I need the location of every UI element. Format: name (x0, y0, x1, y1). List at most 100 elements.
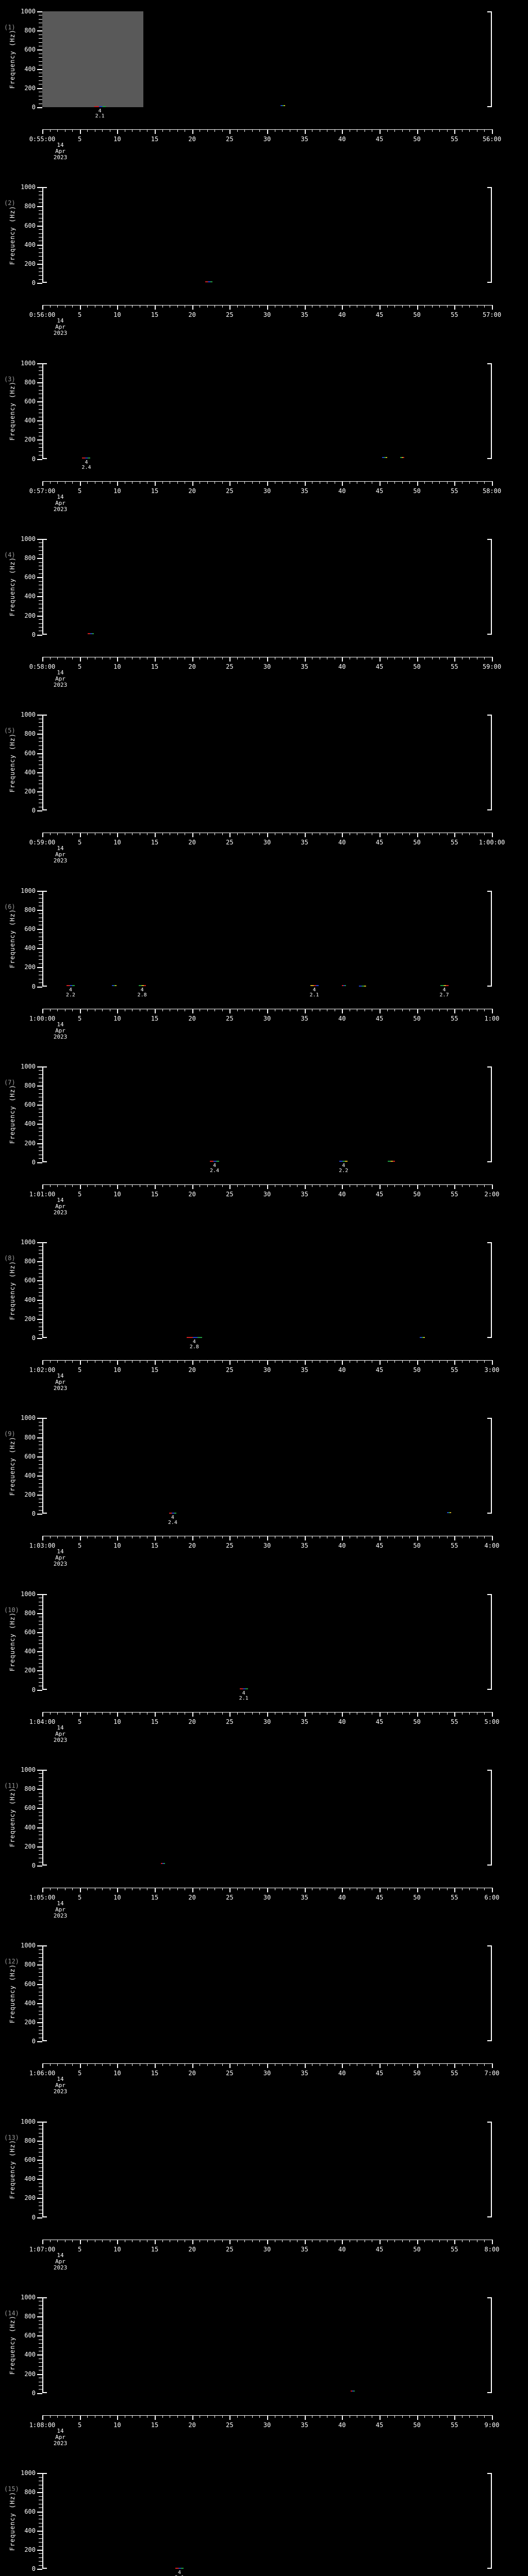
x-tick-minor (237, 2239, 238, 2242)
x-tick-minor (237, 1008, 238, 1011)
y-tick-label: 0 (31, 631, 36, 638)
y-tick-minor (39, 1490, 42, 1492)
x-tick-minor (394, 1536, 395, 1539)
detection-marker[interactable] (419, 1336, 425, 1338)
x-tick-minor (50, 2239, 51, 2242)
detection-marker[interactable] (342, 985, 346, 986)
detection-marker[interactable] (280, 105, 286, 107)
x-tick-minor (72, 305, 73, 308)
x-tick-label: 25 (226, 2421, 234, 2429)
y-tick-label: 400 (24, 241, 36, 248)
x-tick-label: 10 (113, 1542, 121, 1550)
x-tick-major (304, 1711, 306, 1717)
date-line: 2023 (53, 1736, 68, 1743)
x-tick-major (117, 129, 119, 134)
x-tick-label: 30 (263, 135, 271, 143)
x-axis-date-label: 14 Apr 2023 (42, 1549, 78, 1567)
x-tick-major (342, 656, 343, 662)
detection-marker[interactable] (94, 106, 106, 107)
x-tick-major (155, 129, 156, 134)
y-tick-label: 600 (24, 1804, 36, 1812)
x-tick-label: 5 (78, 663, 82, 670)
right-axis-spine (491, 1418, 492, 1514)
detection-marker[interactable] (66, 985, 75, 986)
detection-marker[interactable] (310, 985, 319, 986)
x-tick-minor (469, 305, 470, 308)
x-tick-major (117, 481, 119, 486)
detection-marker[interactable] (205, 281, 212, 283)
x-tick-label: 20 (188, 663, 196, 670)
detection-marker[interactable] (447, 1512, 452, 1514)
spectrogram-panel: (1) Frequency (Hz) 0 200 400 600 800 1000 4 2.1 0… (0, 4, 528, 180)
detection-marker[interactable] (82, 457, 91, 459)
y-tick-minor (39, 2125, 42, 2126)
x-tick-label: 5 (78, 2421, 82, 2429)
x-tick-minor (394, 2239, 395, 2242)
y-tick-major (37, 1770, 42, 1771)
y-tick-minor (39, 1158, 42, 1159)
x-tick-minor (447, 305, 448, 308)
x-tick-minor (244, 2239, 245, 2242)
y-tick-minor (39, 256, 42, 257)
x-tick-label: 55 (451, 1014, 458, 1022)
x-tick-major (267, 1536, 268, 1541)
x-tick-minor (177, 1711, 178, 1715)
axis-cap (487, 2040, 492, 2042)
y-axis-title: Frequency (Hz) (9, 2491, 16, 2551)
right-axis-spine (491, 2121, 492, 2217)
y-tick-major (37, 2492, 42, 2494)
date-line: 2023 (53, 2439, 68, 2447)
x-tick-major (304, 1008, 306, 1013)
y-tick-minor (39, 898, 42, 899)
x-tick-major (342, 1184, 343, 1189)
x-tick-minor (402, 1008, 403, 1011)
detection-marker[interactable] (382, 456, 388, 458)
detection-marker[interactable] (440, 985, 449, 986)
x-tick-minor (177, 2063, 178, 2066)
detection-label: 4 2.1 (309, 987, 319, 998)
x-tick-minor (402, 1536, 403, 1539)
x-tick-minor (484, 1360, 485, 1363)
detection-marker[interactable] (186, 1336, 202, 1338)
y-tick-minor (39, 600, 42, 601)
x-tick-minor (214, 1008, 216, 1011)
detection-marker[interactable] (169, 1512, 176, 1514)
detection-marker[interactable] (358, 985, 366, 987)
x-tick-label: 30 (263, 1718, 271, 1725)
x-tick-major (79, 1008, 81, 1013)
detection-marker[interactable] (209, 1161, 219, 1162)
detection-marker[interactable] (138, 985, 146, 986)
detection-marker[interactable] (160, 1863, 165, 1865)
x-tick-minor (402, 2239, 403, 2242)
x-tick-label: 45 (375, 1894, 384, 1901)
x-tick-major (492, 2415, 493, 2420)
detection-marker[interactable] (175, 2567, 184, 2569)
x-tick-major (417, 833, 418, 838)
detection-marker[interactable] (88, 633, 94, 635)
y-tick-minor (39, 2026, 42, 2027)
x-tick-major (342, 1008, 343, 1013)
x-tick-minor (50, 2415, 51, 2418)
x-tick-minor (259, 2063, 260, 2066)
x-tick-minor (439, 481, 440, 484)
y-tick-label: 400 (24, 768, 36, 776)
y-tick-minor (39, 894, 42, 895)
detection-marker[interactable] (239, 1688, 248, 1690)
x-tick-major (304, 2063, 306, 2069)
detection-marker[interactable] (112, 985, 117, 986)
detection-marker[interactable] (350, 2390, 355, 2392)
detection-label: 4 2.2 (339, 1163, 349, 1174)
x-tick-minor (252, 1711, 253, 1715)
x-tick-major (454, 129, 456, 134)
detection-marker[interactable] (400, 457, 404, 459)
date-line: Apr (55, 1027, 65, 1034)
detection-marker[interactable] (339, 1161, 348, 1162)
detection-marker[interactable] (387, 1161, 395, 1162)
x-tick-major (342, 2415, 343, 2420)
y-tick-label: 200 (24, 2194, 36, 2202)
x-tick-minor (282, 1184, 283, 1187)
x-tick-label: 1:08:00 (29, 2421, 56, 2429)
x-tick-major (454, 305, 456, 310)
x-tick-minor (50, 2063, 51, 2066)
date-line: 2023 (53, 1561, 68, 1568)
